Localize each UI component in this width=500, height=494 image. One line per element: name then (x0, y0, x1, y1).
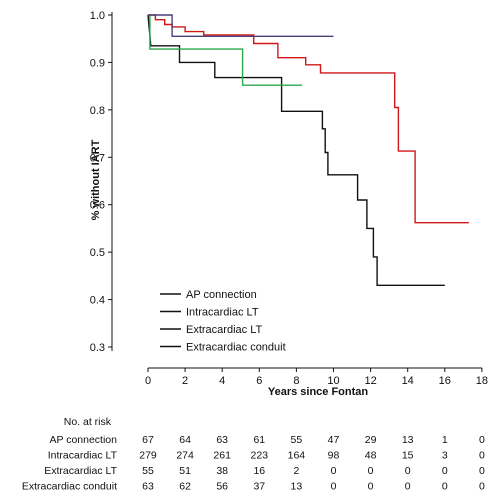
x-tick-label: 10 (327, 375, 339, 387)
risk-cell: 98 (328, 450, 340, 462)
risk-row-label: Intracardiac LT (48, 450, 118, 462)
risk-cell: 64 (179, 434, 191, 446)
risk-cell: 56 (216, 481, 228, 493)
y-axis-ticks: 0.3 0.4 0.5 0.6 0.7 0.8 0.9 1.0 (90, 10, 112, 354)
risk-cell: 274 (176, 450, 194, 462)
series-line-ap-connection (147, 14, 445, 286)
legend-label: Extracardiac LT (186, 324, 262, 336)
x-axis-title: Years since Fontan (268, 386, 369, 398)
series-line-intracardiac-lt (148, 14, 469, 224)
risk-cell: 0 (479, 465, 485, 477)
risk-cell: 0 (442, 481, 448, 493)
risk-cell: 13 (402, 434, 414, 446)
risk-cell: 63 (142, 481, 154, 493)
y-tick-label: 0.8 (90, 105, 105, 117)
plot-area: 0.3 0.4 0.5 0.6 0.7 0.8 0.9 1.0 0 2 4 6 8 10 12 14 16 18… (90, 10, 488, 398)
risk-cell: 0 (368, 465, 374, 477)
x-tick-label: 14 (402, 375, 414, 387)
x-tick-label: 0 (145, 375, 151, 387)
risk-cell: 55 (291, 434, 303, 446)
risk-cell: 51 (179, 465, 191, 477)
risk-cell: 0 (479, 481, 485, 493)
legend-label: Intracardiac LT (186, 307, 259, 319)
risk-row-label: Extracardiac conduit (22, 481, 117, 493)
risk-cell: 0 (405, 465, 411, 477)
y-axis-title: % without IART (90, 139, 102, 220)
x-tick-label: 16 (439, 375, 451, 387)
risk-cell: 261 (213, 450, 231, 462)
risk-cell: 61 (253, 434, 265, 446)
series-layer (147, 14, 469, 286)
risk-cell: 67 (142, 434, 154, 446)
x-tick-label: 4 (219, 375, 225, 387)
y-tick-label: 0.3 (90, 342, 105, 354)
legend-label: Extracardiac conduit (186, 342, 286, 354)
y-tick-label: 0.6 (90, 200, 105, 212)
risk-cell: 3 (442, 450, 448, 462)
y-tick-label: 0.5 (90, 247, 105, 259)
risk-cell: 13 (291, 481, 303, 493)
series-line-extracardiac-lt (148, 14, 302, 86)
risk-cell: 164 (288, 450, 306, 462)
x-tick-label: 2 (182, 375, 188, 387)
risk-row-label: AP connection (49, 434, 117, 446)
series-line-extracardiac-conduit (148, 14, 334, 37)
risk-cell: 37 (253, 481, 265, 493)
y-tick-label: 0.9 (90, 57, 105, 69)
risk-cell: 0 (331, 465, 337, 477)
risk-cell: 55 (142, 465, 154, 477)
risk-cell: 223 (251, 450, 269, 462)
risk-cell: 48 (365, 450, 377, 462)
risk-cell: 29 (365, 434, 377, 446)
risk-cell: 0 (442, 465, 448, 477)
risk-table-header: No. at risk (64, 416, 112, 428)
risk-cell: 0 (368, 481, 374, 493)
risk-cell: 16 (253, 465, 265, 477)
y-tick-label: 0.7 (90, 152, 105, 164)
risk-cell: 0 (405, 481, 411, 493)
x-tick-label: 6 (256, 375, 262, 387)
y-tick-label: 1.0 (90, 10, 105, 22)
legend: AP connection Intracardiac LT Extracardiac… (160, 289, 286, 354)
risk-cell: 62 (179, 481, 191, 493)
x-tick-label: 18 (476, 375, 488, 387)
risk-cell: 2 (293, 465, 299, 477)
y-tick-label: 0.4 (90, 295, 105, 307)
risk-cell: 38 (216, 465, 228, 477)
risk-cell: 1 (442, 434, 448, 446)
risk-cell: 15 (402, 450, 414, 462)
risk-table: No. at risk AP connection 67 64 63 61 55 47 29 1… (22, 416, 485, 493)
risk-cell: 0 (331, 481, 337, 493)
risk-cell: 0 (479, 450, 485, 462)
risk-cell: 63 (216, 434, 228, 446)
x-axis-ticks: 0 2 4 6 8 10 12 14 16 18 (145, 368, 488, 387)
x-tick-label: 12 (364, 375, 376, 387)
risk-cell: 47 (328, 434, 340, 446)
risk-row-label: Extracardiac LT (44, 465, 117, 477)
x-tick-label: 8 (293, 375, 299, 387)
risk-cell: 279 (139, 450, 157, 462)
legend-label: AP connection (186, 289, 257, 301)
risk-cell: 0 (479, 434, 485, 446)
